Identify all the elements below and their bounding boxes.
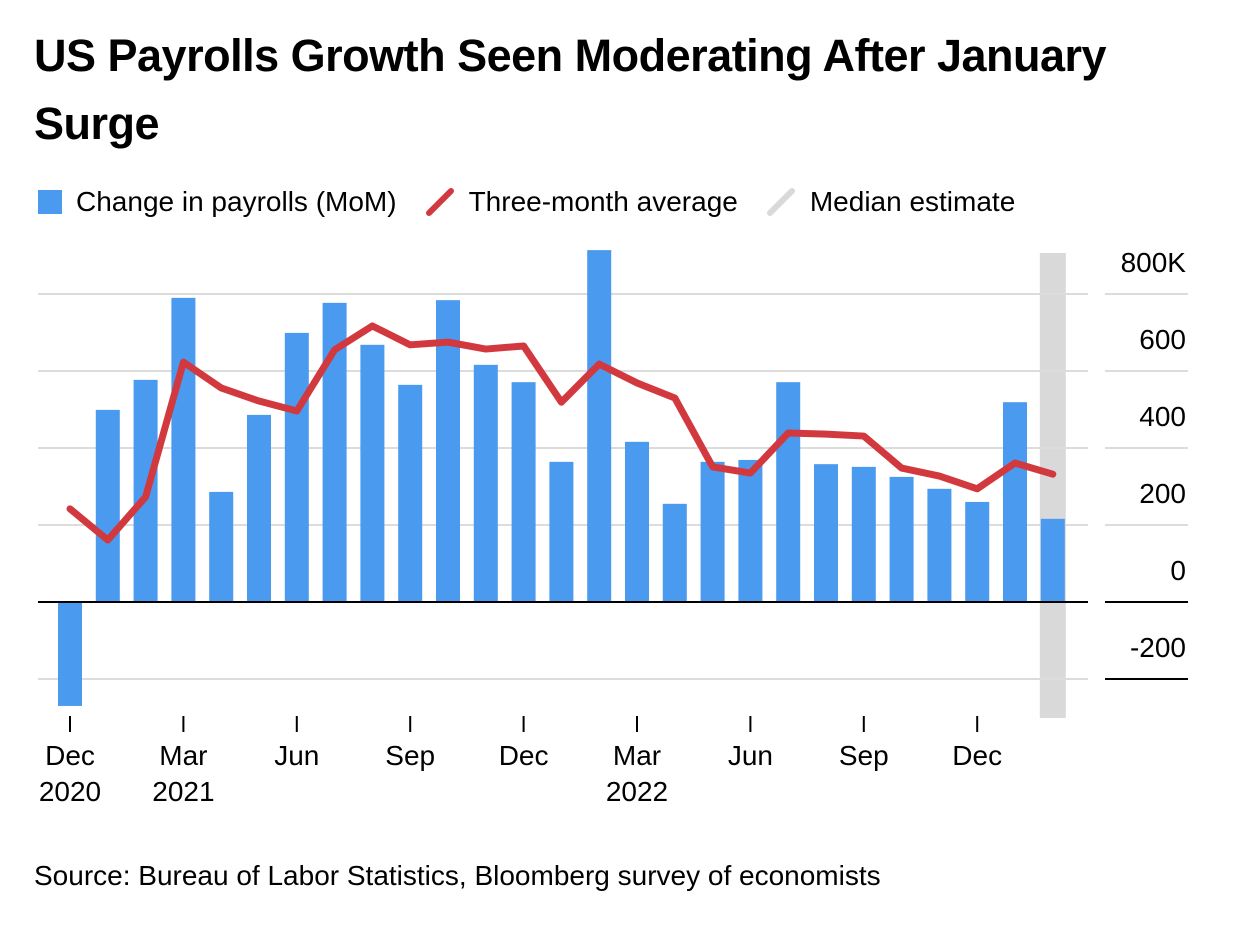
legend-swatch-shade: [766, 188, 795, 216]
bar: [511, 382, 536, 602]
source-note: Source: Bureau of Labor Statistics, Bloo…: [34, 860, 881, 891]
xtick-label: Mar: [159, 740, 207, 771]
bar: [851, 466, 876, 602]
ytick-label: 600: [1139, 324, 1186, 355]
legend-swatch-line: [425, 188, 454, 216]
bar: [700, 461, 725, 602]
bar: [209, 491, 234, 602]
bar: [95, 409, 120, 602]
bar: [247, 414, 271, 602]
xtick-label: Mar: [613, 740, 661, 771]
bar: [587, 250, 612, 603]
legend-item-line: Three-month average: [425, 186, 738, 218]
ytick-label: -200: [1130, 632, 1186, 663]
bar: [360, 344, 385, 602]
chart-title: US Payrolls Growth Seen Moderating After…: [34, 30, 1107, 149]
ytick-label: 400: [1139, 401, 1186, 432]
bar: [58, 602, 82, 706]
bar: [927, 488, 952, 602]
xtick-label: Jun: [274, 740, 319, 771]
legend-swatch-bars: [38, 190, 62, 214]
xtick-label: Sep: [385, 740, 435, 771]
bar: [549, 461, 574, 602]
xtick-year-label: 2021: [152, 776, 214, 807]
bar: [284, 332, 309, 602]
bar: [436, 300, 460, 602]
legend-item-shade: Median estimate: [766, 186, 1015, 218]
bar: [473, 364, 498, 602]
bar: [1003, 402, 1027, 602]
xtick-label: Dec: [952, 740, 1002, 771]
legend-label: Median estimate: [809, 186, 1016, 217]
xtick-year-label: 2020: [39, 776, 101, 807]
bar: [171, 297, 196, 602]
legend-item-bars: Change in payrolls (MoM): [38, 186, 397, 218]
bar: [1040, 518, 1065, 602]
legend-label: Three-month average: [468, 186, 738, 217]
bar: [625, 441, 649, 602]
xtick-year-label: 2022: [606, 776, 668, 807]
xtick-label: Dec: [45, 740, 95, 771]
bar: [738, 459, 763, 602]
median-estimate-shade: [1039, 253, 1066, 718]
bar: [814, 464, 838, 602]
three-month-average-line: [66, 322, 1057, 544]
bar: [776, 382, 801, 602]
bar: [965, 501, 990, 602]
ytick-label: 200: [1139, 478, 1186, 509]
ytick-label: 800K: [1121, 247, 1187, 278]
bar: [889, 476, 914, 602]
xtick-label: Dec: [499, 740, 549, 771]
bar: [398, 384, 423, 602]
legend-label: Change in payrolls (MoM): [76, 186, 397, 217]
legend: Change in payrolls (MoM) Three-month ave…: [38, 186, 1043, 218]
xtick-label: Jun: [728, 740, 773, 771]
xtick-label: Sep: [839, 740, 889, 771]
ytick-label: 0: [1170, 555, 1186, 586]
bar: [662, 503, 687, 602]
